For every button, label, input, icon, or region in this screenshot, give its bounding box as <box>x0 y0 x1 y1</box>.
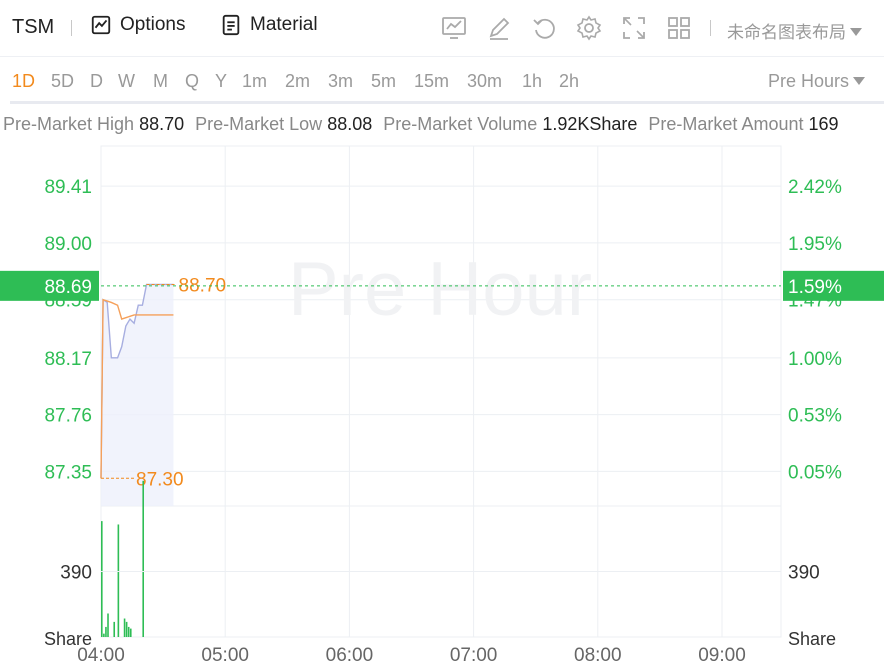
toolbar-divider <box>71 20 72 36</box>
low-marker-label: 87.30 <box>136 469 184 490</box>
stat-value: 88.08 <box>327 114 373 134</box>
price-line <box>100 283 174 479</box>
volume-bar <box>107 613 109 637</box>
volume-bar <box>113 621 116 637</box>
current-price-tag <box>0 270 99 301</box>
stat-value: 88.70 <box>139 114 185 134</box>
volume-bar <box>129 628 132 637</box>
pct-tick-label: 0.53% <box>788 406 842 427</box>
divider <box>10 101 884 104</box>
period-2h[interactable]: 2h <box>559 71 580 91</box>
stat-label: Pre-Market High <box>3 114 135 134</box>
period-bar: 1D 5D D W M Q Y 1m 2m 3m 5m 15m 30m 1h 2… <box>0 56 884 105</box>
ticker-symbol: TSM <box>12 16 55 38</box>
volume-bar <box>117 524 120 637</box>
period-w[interactable]: W <box>118 71 135 91</box>
x-tick-label: 09:00 <box>698 645 746 666</box>
average-line <box>100 298 174 479</box>
fullscreen-icon[interactable] <box>621 15 647 41</box>
caret-down-icon <box>850 28 862 36</box>
period-1d[interactable]: 1D <box>12 71 36 91</box>
period-m[interactable]: M <box>153 71 168 91</box>
volume-bar <box>101 521 103 637</box>
options-button[interactable]: Options <box>90 14 185 36</box>
options-label: Options <box>120 14 186 35</box>
stat-label: Pre-Market Amount <box>648 114 804 134</box>
volume-bar <box>103 633 105 637</box>
y-tick-label: 89.00 <box>44 234 92 255</box>
indicator-icon[interactable] <box>441 15 467 41</box>
current-pct-tag <box>783 270 884 301</box>
volume-unit-label: Share <box>788 629 836 649</box>
period-1h[interactable]: 1h <box>522 71 543 91</box>
caret-down-icon <box>853 77 866 85</box>
chart-frame-icon <box>91 15 111 35</box>
y-tick-label: 89.41 <box>44 177 92 198</box>
volume-tick-label: 390 <box>788 563 820 584</box>
x-tick-label: 07:00 <box>450 645 498 666</box>
session-selector[interactable]: Pre Hours <box>768 71 866 92</box>
layout-name-label: 未命名图表布局 <box>727 23 846 42</box>
document-icon <box>222 14 240 36</box>
draw-pen-icon[interactable] <box>486 15 512 41</box>
volume-bar <box>142 480 144 637</box>
session-label: Pre Hours <box>768 71 850 91</box>
period-5d[interactable]: 5D <box>51 71 75 91</box>
stat-label: Pre-Market Low <box>195 114 323 134</box>
volume-bar <box>123 618 126 637</box>
volume-tick-label: 390 <box>60 563 92 584</box>
stat-value: 1.92KShare <box>542 114 638 134</box>
period-5m[interactable]: 5m <box>371 71 397 91</box>
top-toolbar: TSM Options Material 未命名图表布局 <box>0 0 884 56</box>
price-area <box>101 284 174 506</box>
x-tick-label: 04:00 <box>77 645 125 666</box>
stat-value: 169 <box>808 114 839 134</box>
high-marker-label: 88.70 <box>179 275 227 296</box>
period-q[interactable]: Q <box>185 71 200 91</box>
volume-unit-label: Share <box>44 629 92 649</box>
grid-layout-icon[interactable] <box>666 15 692 41</box>
layout-selector[interactable]: 未命名图表布局 <box>727 18 862 43</box>
settings-gear-icon[interactable] <box>576 15 602 41</box>
x-tick-label: 05:00 <box>201 645 249 666</box>
volume-bar <box>127 626 130 637</box>
x-tick-label: 06:00 <box>326 645 374 666</box>
toolbar-divider <box>710 20 711 36</box>
chart-frame <box>100 145 782 638</box>
pct-tick-label: 2.42% <box>788 177 842 198</box>
pct-tick-label: 0.05% <box>788 462 842 483</box>
period-3m[interactable]: 3m <box>328 71 354 91</box>
premarket-stats: Pre-Market High 88.70 Pre-Market Low 88.… <box>3 114 884 135</box>
period-y[interactable]: Y <box>215 71 228 91</box>
material-button[interactable]: Material <box>220 14 318 36</box>
reset-icon[interactable] <box>531 15 557 41</box>
stat-label: Pre-Market Volume <box>383 114 538 134</box>
current-price-value: 88.69 <box>44 277 92 298</box>
y-tick-label: 87.35 <box>44 462 92 483</box>
period-15m[interactable]: 15m <box>414 71 450 91</box>
pct-tick-label: 1.00% <box>788 349 842 370</box>
y-tick-label: 88.17 <box>44 349 92 370</box>
period-1m[interactable]: 1m <box>242 71 268 91</box>
volume-bar <box>105 626 107 637</box>
y-tick-label: 87.76 <box>44 406 92 427</box>
x-tick-label: 08:00 <box>574 645 622 666</box>
volume-bar <box>125 621 128 637</box>
period-2m[interactable]: 2m <box>285 71 311 91</box>
current-pct-value: 1.59% <box>788 277 842 298</box>
period-30m[interactable]: 30m <box>467 71 503 91</box>
watermark: Pre Hour <box>288 247 592 332</box>
material-label: Material <box>250 14 318 35</box>
pct-tick-label: 1.95% <box>788 234 842 255</box>
period-d[interactable]: D <box>90 71 103 91</box>
